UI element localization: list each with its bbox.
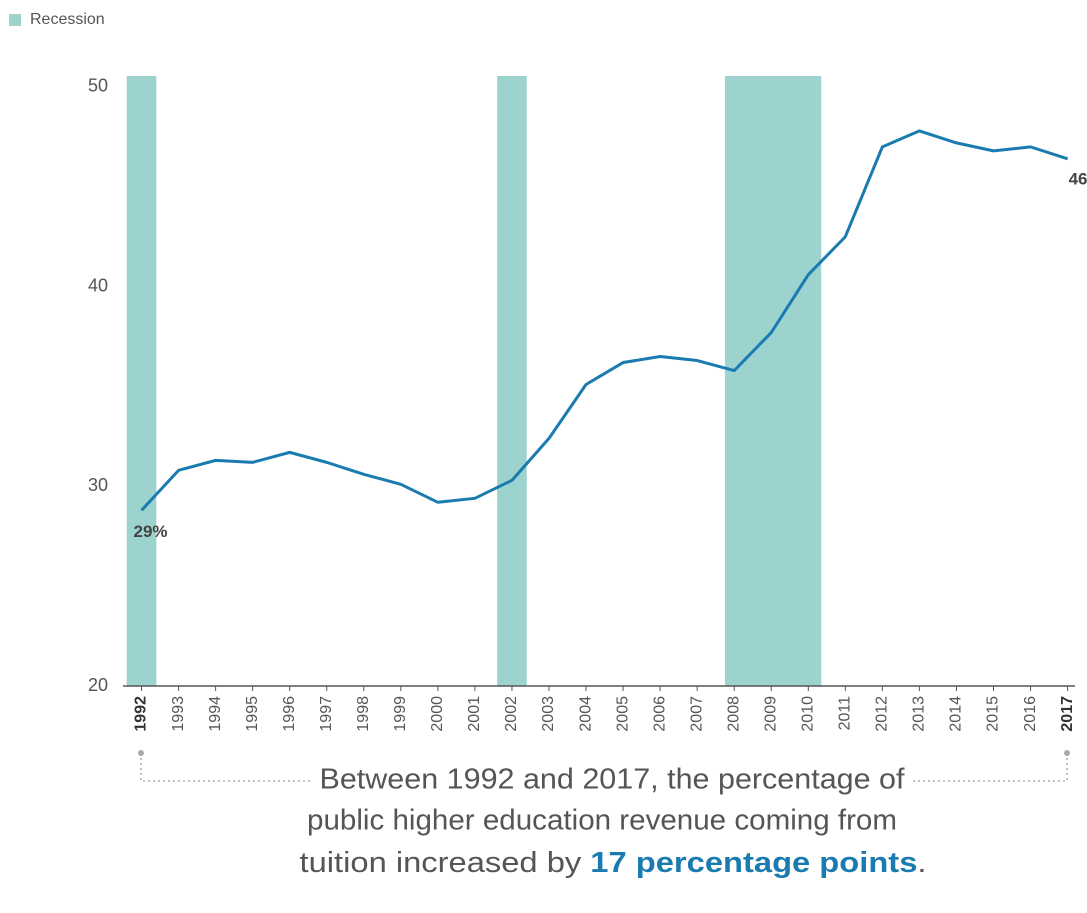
x-tick-label: 2015 (985, 696, 1002, 732)
x-tick-label: 2013 (911, 696, 928, 732)
y-tick-label: 40 (88, 275, 108, 295)
x-tick-label: 1995 (244, 696, 261, 732)
value-label: 29% (134, 522, 168, 541)
x-tick-label: 1997 (318, 696, 335, 732)
x-tick-label: 2000 (429, 696, 446, 732)
recession-band (497, 76, 527, 686)
x-tick-label: 2009 (762, 696, 779, 732)
caption: Between 1992 and 2017, the percentage of… (300, 764, 927, 879)
x-tick-label: 2014 (948, 696, 965, 732)
caption-line: Between 1992 and 2017, the percentage of (320, 764, 906, 796)
x-tick-label: 2005 (614, 696, 631, 732)
caption-line: tuition increased by 17 percentage point… (300, 847, 927, 879)
caption-end: . (917, 847, 926, 879)
x-tick-label: 2008 (725, 696, 742, 732)
x-tick-label: 2006 (651, 696, 668, 732)
x-tick-label: 2004 (577, 696, 594, 732)
x-tick-label: 1992 (133, 696, 150, 732)
caption-text: tuition increased by (300, 847, 591, 879)
recession-band (126, 76, 157, 686)
x-tick-label: 2003 (540, 696, 557, 732)
y-tick-label: 20 (88, 675, 108, 695)
recession-band (724, 76, 822, 686)
value-label: 46% (1069, 169, 1087, 188)
x-tick-label: 1996 (281, 696, 298, 732)
series-line (140, 129, 1069, 512)
x-tick-label: 2007 (688, 696, 705, 732)
x-tick-label: 1998 (355, 696, 372, 732)
bracket (140, 753, 1068, 782)
x-tick-label: 2002 (503, 696, 520, 732)
legend-swatch (9, 14, 21, 26)
y-tick-label: 50 (88, 76, 108, 96)
y-tick-label: 30 (88, 475, 108, 495)
x-tick-label: 2016 (1022, 696, 1039, 732)
x-tick-label: 1999 (392, 696, 409, 732)
x-tick-label: 1993 (170, 696, 187, 732)
caption-line: public higher education revenue coming f… (307, 805, 897, 837)
bracket-dot (1064, 750, 1070, 756)
x-tick-label: 2017 (1059, 696, 1076, 732)
x-tick-label: 1994 (207, 696, 224, 732)
x-tick-label: 2010 (800, 696, 817, 732)
x-tick-label: 2001 (466, 696, 483, 732)
bracket-dot (138, 750, 144, 756)
caption-highlight: 17 percentage points (590, 847, 917, 879)
x-tick-label: 2012 (874, 696, 891, 732)
legend-label: Recession (30, 11, 105, 28)
x-tick-label: 2011 (837, 696, 854, 731)
